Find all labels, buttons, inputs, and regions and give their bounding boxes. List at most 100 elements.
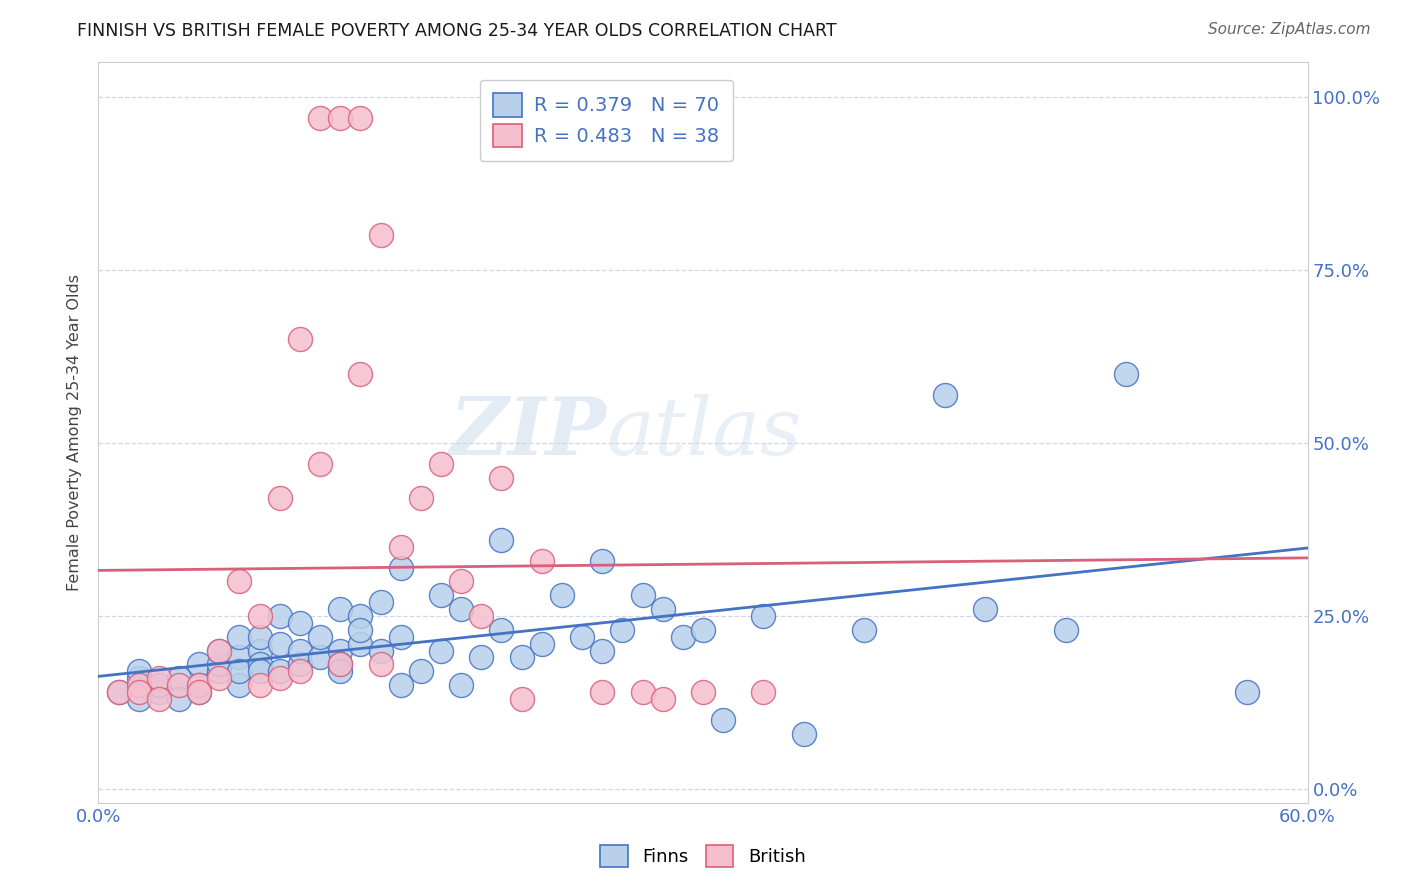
Point xyxy=(491,533,513,547)
Point xyxy=(551,588,574,602)
Legend: Finns, British: Finns, British xyxy=(593,838,813,874)
Point xyxy=(288,615,311,630)
Point xyxy=(128,665,150,679)
Point xyxy=(752,685,775,699)
Point xyxy=(349,367,371,381)
Point xyxy=(309,111,332,125)
Point xyxy=(470,609,492,624)
Point xyxy=(107,685,129,699)
Point xyxy=(711,713,734,727)
Point xyxy=(188,657,211,672)
Point xyxy=(672,630,695,644)
Point xyxy=(591,554,613,568)
Point xyxy=(370,595,392,609)
Y-axis label: Female Poverty Among 25-34 Year Olds: Female Poverty Among 25-34 Year Olds xyxy=(67,274,83,591)
Point xyxy=(389,560,412,574)
Point xyxy=(167,671,190,685)
Point xyxy=(228,650,250,665)
Point xyxy=(288,643,311,657)
Point xyxy=(128,671,150,685)
Point xyxy=(309,457,332,471)
Point xyxy=(370,657,392,672)
Point xyxy=(228,574,250,589)
Point xyxy=(651,692,673,706)
Point xyxy=(188,678,211,692)
Point xyxy=(450,678,472,692)
Point xyxy=(107,685,129,699)
Point xyxy=(349,111,371,125)
Point xyxy=(148,671,170,685)
Point xyxy=(249,657,271,672)
Point xyxy=(692,685,714,699)
Point xyxy=(1236,685,1258,699)
Point xyxy=(329,111,352,125)
Point xyxy=(530,554,553,568)
Point xyxy=(329,665,352,679)
Point xyxy=(329,657,352,672)
Point xyxy=(571,630,593,644)
Text: Source: ZipAtlas.com: Source: ZipAtlas.com xyxy=(1208,22,1371,37)
Point xyxy=(530,637,553,651)
Legend: R = 0.379   N = 70, R = 0.483   N = 38: R = 0.379 N = 70, R = 0.483 N = 38 xyxy=(479,79,733,161)
Point xyxy=(793,726,815,740)
Point xyxy=(228,630,250,644)
Point xyxy=(128,685,150,699)
Point xyxy=(288,332,311,346)
Text: atlas: atlas xyxy=(606,394,801,471)
Text: FINNISH VS BRITISH FEMALE POVERTY AMONG 25-34 YEAR OLDS CORRELATION CHART: FINNISH VS BRITISH FEMALE POVERTY AMONG … xyxy=(77,22,837,40)
Point xyxy=(349,609,371,624)
Point xyxy=(188,685,211,699)
Point xyxy=(148,678,170,692)
Point xyxy=(128,692,150,706)
Point xyxy=(631,685,654,699)
Point xyxy=(208,643,231,657)
Point xyxy=(974,602,997,616)
Point xyxy=(288,657,311,672)
Point xyxy=(329,602,352,616)
Point xyxy=(249,678,271,692)
Point xyxy=(450,602,472,616)
Point xyxy=(148,685,170,699)
Point xyxy=(409,491,432,506)
Point xyxy=(269,491,291,506)
Point xyxy=(934,387,956,401)
Point xyxy=(409,665,432,679)
Point xyxy=(430,457,453,471)
Point xyxy=(208,665,231,679)
Point xyxy=(249,665,271,679)
Point xyxy=(491,623,513,637)
Point xyxy=(309,650,332,665)
Point xyxy=(309,630,332,644)
Point xyxy=(128,678,150,692)
Point xyxy=(389,678,412,692)
Point xyxy=(450,574,472,589)
Point xyxy=(389,540,412,554)
Point xyxy=(249,630,271,644)
Point xyxy=(491,470,513,484)
Point xyxy=(148,692,170,706)
Point xyxy=(430,588,453,602)
Point xyxy=(692,623,714,637)
Point xyxy=(249,609,271,624)
Point xyxy=(370,228,392,243)
Point xyxy=(612,623,634,637)
Point xyxy=(249,643,271,657)
Point xyxy=(470,650,492,665)
Point xyxy=(288,665,311,679)
Point xyxy=(188,678,211,692)
Point xyxy=(510,650,533,665)
Point xyxy=(591,643,613,657)
Point xyxy=(430,643,453,657)
Point xyxy=(349,637,371,651)
Point xyxy=(853,623,876,637)
Point xyxy=(167,692,190,706)
Point xyxy=(651,602,673,616)
Point xyxy=(631,588,654,602)
Point xyxy=(349,623,371,637)
Point xyxy=(1115,367,1137,381)
Point xyxy=(188,685,211,699)
Point xyxy=(329,657,352,672)
Point xyxy=(269,665,291,679)
Point xyxy=(370,643,392,657)
Point xyxy=(591,685,613,699)
